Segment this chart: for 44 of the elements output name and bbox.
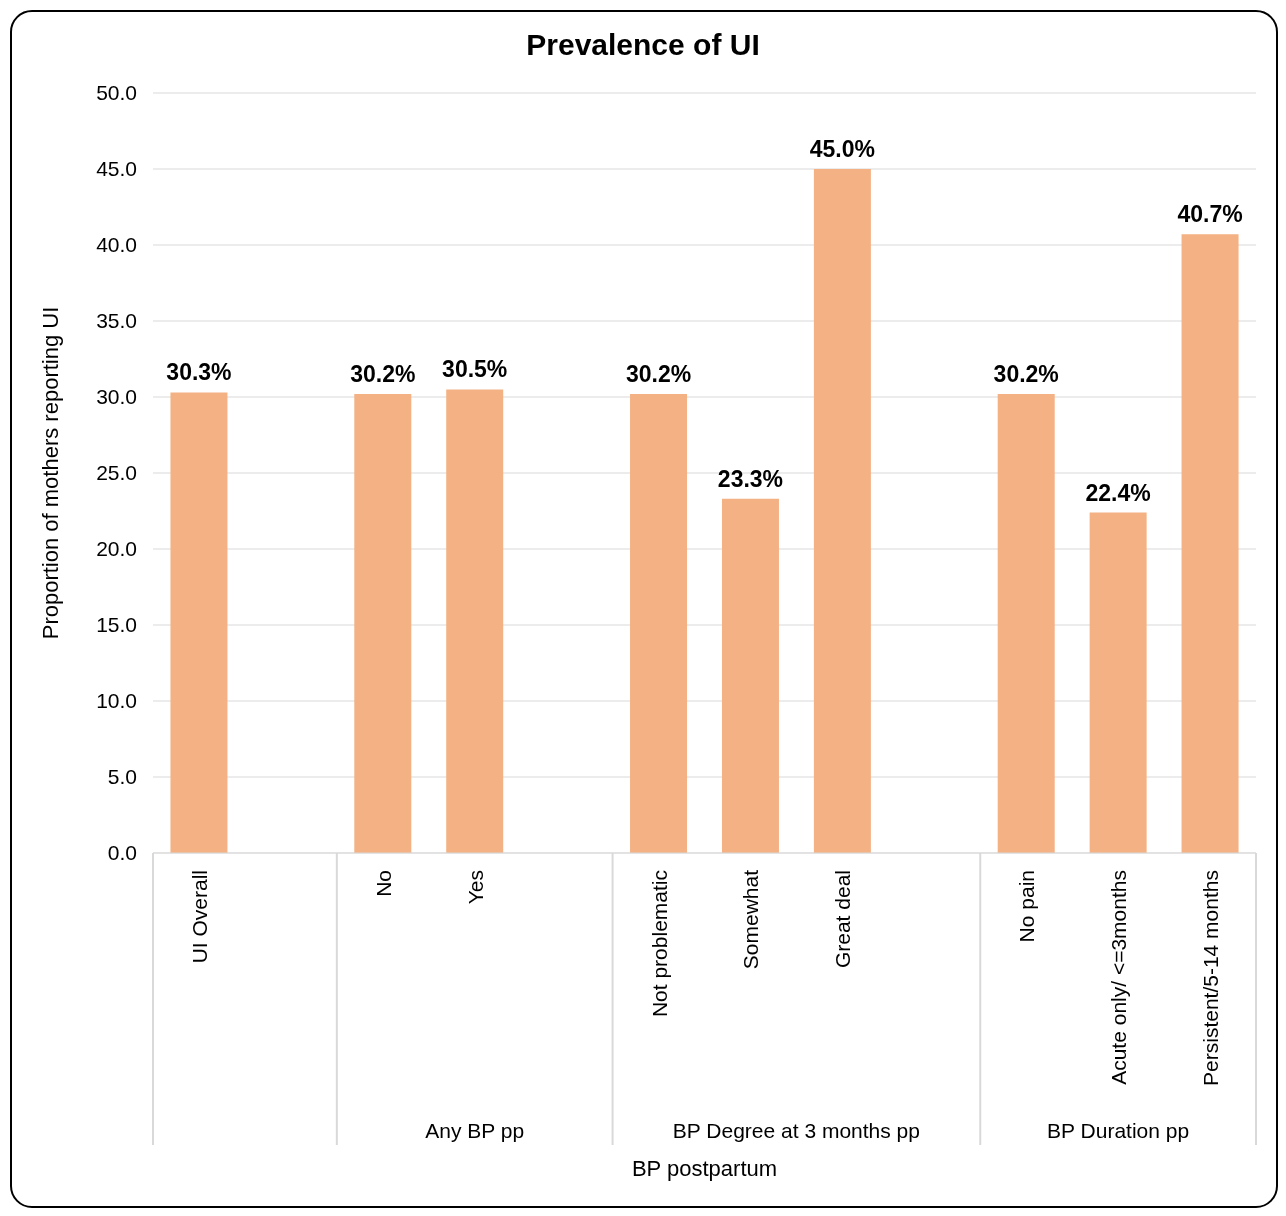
y-tick-label: 10.0: [96, 689, 137, 713]
x-tick-label: Yes: [463, 870, 487, 905]
data-label: 40.7%: [1177, 201, 1243, 228]
y-tick-label: 0.0: [107, 841, 137, 865]
text: BP Duration pp: [1047, 1119, 1190, 1142]
x-tick-label: Persistent/5-14 months: [1199, 870, 1223, 1086]
data-label: 23.3%: [717, 465, 784, 492]
text: Any BP pp: [425, 1119, 525, 1142]
data-label: 30.2%: [625, 360, 692, 387]
x-tick-label: No: [371, 870, 395, 897]
y-tick-label: 40.0: [96, 233, 137, 257]
data-label: 30.2%: [993, 360, 1059, 387]
data-label: 45.0%: [809, 136, 875, 162]
bar: [721, 498, 779, 853]
y-tick-label: 45.0: [96, 157, 137, 181]
x-tick-label: No pain: [1015, 870, 1039, 943]
y-tick-label: 30.0: [96, 385, 137, 409]
x-tick-label: UI Overall: [187, 870, 211, 964]
bar: [813, 169, 871, 853]
x-axis-title: BP postpartum: [631, 1156, 778, 1181]
bar: [997, 393, 1055, 853]
bar: [1181, 234, 1239, 853]
y-tick-label: 20.0: [96, 537, 137, 561]
y-tick-label: 5.0: [107, 765, 137, 789]
data-label: 30.3%: [166, 359, 232, 386]
data-label: 30.5%: [442, 356, 508, 383]
data-label: 22.4%: [1085, 479, 1151, 506]
bar: [354, 393, 412, 853]
data-label: 30.2%: [350, 360, 416, 387]
bar: [630, 393, 688, 853]
x-tick-label: Somewhat: [739, 869, 763, 970]
x-tick-label: Acute only/ <=3months: [1107, 870, 1131, 1085]
y-tick-label: 15.0: [96, 613, 137, 637]
y-tick-label: 50.0: [96, 81, 137, 105]
bar: [1089, 512, 1147, 853]
y-tick-label: 35.0: [96, 309, 137, 333]
chart-title: Prevalence of UI: [525, 28, 761, 62]
x-tick-label: Great deal: [831, 870, 855, 969]
text: BP Degree at 3 months pp: [672, 1119, 920, 1142]
bar: [446, 389, 504, 853]
x-tick-label: Not problematic: [647, 870, 671, 1018]
bar: [170, 392, 228, 853]
y-axis-title: Proportion of mothers reporting UI: [37, 306, 63, 640]
y-tick-label: 25.0: [96, 461, 137, 485]
